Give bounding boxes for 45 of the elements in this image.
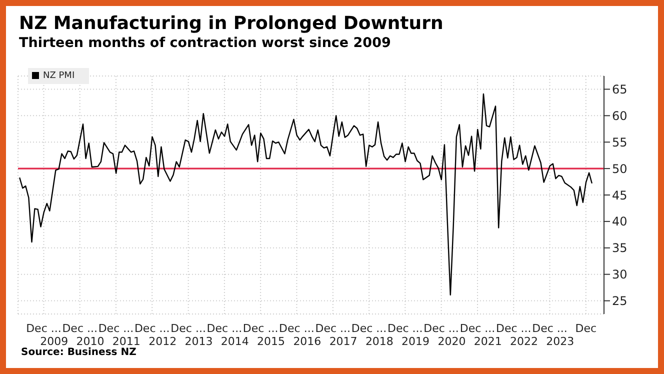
x2-tick-label: 2011: [112, 335, 140, 348]
x2-tick-label: 2023: [546, 335, 574, 348]
x-tick-label: Dec ...: [242, 322, 278, 335]
x-tick-label: Dec: [575, 322, 597, 335]
y-tick-label: 65: [612, 82, 628, 96]
x-tick-label: Dec ...: [388, 322, 423, 335]
x-tick-label: Dec ...: [170, 322, 206, 335]
x2-tick-label: 2018: [365, 335, 394, 348]
x2-tick-label: 2010: [76, 335, 104, 348]
x-tick-label: Dec ...: [460, 322, 496, 335]
x-tick-label: Dec ...: [532, 322, 568, 335]
y-tick-label: 60: [612, 108, 628, 123]
chart-subtitle: Thirteen months of contraction worst since 2009: [19, 35, 391, 51]
legend-label: NZ PMI: [43, 71, 75, 81]
x2-tick-label: 2019: [402, 335, 430, 348]
y-tick-label: 50: [612, 162, 628, 176]
x-tick-label: Dec ...: [496, 322, 532, 335]
y-tick-label: 45: [612, 188, 628, 202]
x-tick-label: Dec ...: [206, 322, 242, 335]
x2-tick-label: 2017: [329, 335, 358, 348]
x-tick-label: Dec ...: [62, 322, 98, 335]
y-tick-label: 55: [612, 135, 628, 150]
y-tick-label: 35: [612, 241, 628, 256]
x-tick-label: Dec ...: [134, 322, 170, 335]
x2-tick-label: 2016: [293, 335, 322, 348]
x2-tick-label: 2022: [510, 335, 538, 348]
x2-tick-label: 2013: [184, 335, 213, 348]
source-note: Source: Business NZ: [21, 347, 136, 358]
x2-tick-label: 2012: [148, 335, 177, 348]
y-tick-label: 40: [612, 214, 628, 229]
y-tick-label: 30: [612, 268, 628, 282]
x-tick-label: Dec ...: [424, 322, 459, 335]
x-tick-label: Dec ...: [315, 322, 351, 335]
x-tick-label: Dec ...: [26, 322, 62, 335]
x2-tick-label: 2020: [438, 335, 466, 348]
x-tick-label: Dec ...: [351, 322, 387, 335]
x-tick-label: Dec ...: [279, 322, 314, 335]
chart-title: NZ Manufacturing in Prolonged Downturn: [19, 13, 444, 34]
x2-tick-label: 2021: [474, 335, 502, 348]
x2-tick-label: 2014: [220, 335, 249, 348]
y-tick-label: 25: [612, 294, 628, 308]
x2-tick-label: 2015: [256, 335, 285, 348]
x-tick-label: Dec ...: [98, 322, 134, 335]
x2-tick-label: 2009: [40, 335, 68, 348]
line-series: [18, 93, 593, 296]
